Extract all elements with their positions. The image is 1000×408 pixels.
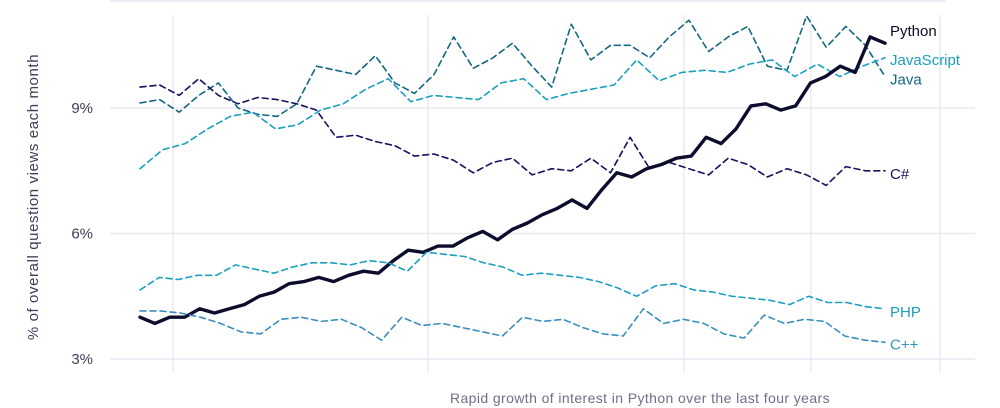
series-label-c: C++ xyxy=(890,336,919,353)
y-tick-labels: 3% 6% 9% xyxy=(71,100,93,368)
series-labels: Java JavaScript C# Python PHP C++ xyxy=(890,23,961,353)
series-line-c xyxy=(139,307,886,344)
series-line-java xyxy=(139,15,886,118)
series-line-php xyxy=(139,251,886,310)
chart-caption: Rapid growth of interest in Python over … xyxy=(450,390,830,406)
series-line-c xyxy=(139,77,886,187)
series-label-c: C# xyxy=(890,166,910,183)
series-label-php: PHP xyxy=(890,304,921,321)
y-axis-title: % of overall question views each month xyxy=(25,54,42,340)
series-label-javascript: JavaScript xyxy=(890,52,961,69)
y-tick-label: 6% xyxy=(71,226,93,243)
series-line-javascript xyxy=(139,56,886,170)
y-tick-label: 9% xyxy=(71,100,93,117)
series-lines xyxy=(138,15,887,344)
grid xyxy=(110,0,975,372)
y-tick-label: 3% xyxy=(71,351,93,368)
series-label-java: Java xyxy=(890,72,922,89)
series-line-python xyxy=(138,35,887,326)
series-label-python: Python xyxy=(890,23,937,40)
